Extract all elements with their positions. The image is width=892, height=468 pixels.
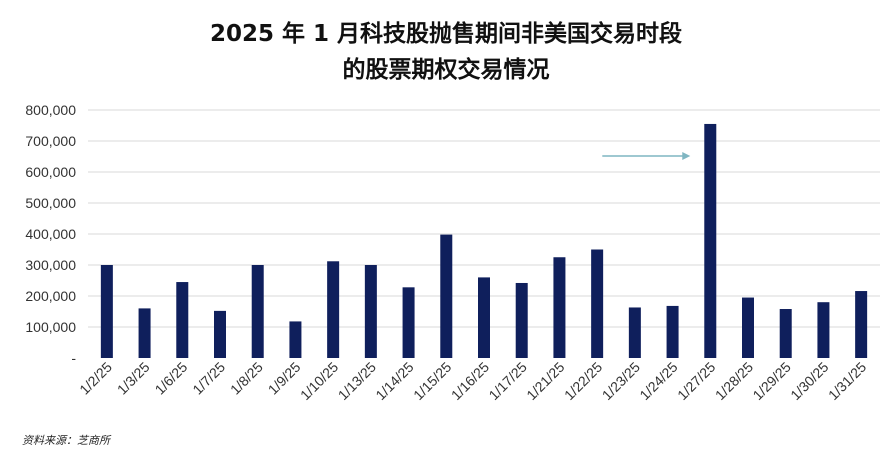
bar-1-8-25 xyxy=(251,265,264,358)
x-tick-label: 1/17/25 xyxy=(485,359,529,403)
bar-1-30-25 xyxy=(817,302,830,358)
bar-1-17-25 xyxy=(515,282,528,358)
bar-1-16-25 xyxy=(478,277,490,358)
x-tick-label: 1/24/25 xyxy=(636,359,680,403)
annotation-arrow xyxy=(602,152,691,160)
x-tick-label: 1/2/25 xyxy=(76,359,115,398)
bar-1-22-25 xyxy=(591,249,604,358)
x-tick-label: 1/27/25 xyxy=(674,359,718,403)
grid-lines xyxy=(88,109,880,328)
bar-1-13-25 xyxy=(364,265,377,358)
y-tick-label: - xyxy=(71,350,76,366)
arrow-head xyxy=(682,152,691,160)
y-axis-ticks: - 100,000 200,000 300,000 400,000 500,000 600,… xyxy=(25,102,76,366)
bar-1-23-25 xyxy=(628,307,641,358)
bar-1-6-25 xyxy=(176,282,189,358)
x-tick-label: 1/7/25 xyxy=(189,359,228,398)
x-tick-label: 1/23/25 xyxy=(599,359,643,403)
bar-1-3-25 xyxy=(138,308,151,358)
x-tick-label: 1/15/25 xyxy=(410,359,454,403)
bar-1-9-25 xyxy=(289,321,302,358)
x-tick-label: 1/22/25 xyxy=(561,359,605,403)
x-tick-label: 1/13/25 xyxy=(335,359,379,403)
bar-1-27-25 xyxy=(704,123,717,358)
y-tick-label: 200,000 xyxy=(25,288,76,304)
chart-title-line-1: 2025 年 1 月科技股抛售期间非美国交易时段 xyxy=(209,21,683,47)
y-tick-label: 700,000 xyxy=(25,133,76,149)
source-note: 资料来源：芝商所 xyxy=(22,434,110,447)
x-tick-label: 1/14/25 xyxy=(372,359,416,403)
bar-1-10-25 xyxy=(327,261,340,358)
x-axis-ticks: 1/2/251/3/251/6/251/7/251/8/251/9/251/10… xyxy=(76,359,869,403)
x-tick-label: 1/31/25 xyxy=(825,359,869,403)
bar-1-15-25 xyxy=(440,234,453,358)
x-tick-label: 1/3/25 xyxy=(114,359,153,398)
y-tick-label: 100,000 xyxy=(25,319,76,335)
y-tick-label: 400,000 xyxy=(25,226,76,242)
x-tick-label: 1/16/25 xyxy=(448,359,492,403)
bar-1-24-25 xyxy=(666,305,679,358)
y-tick-label: 300,000 xyxy=(25,257,76,273)
y-tick-label: 600,000 xyxy=(25,164,76,180)
chart-title-line-2: 的股票期权交易情况 xyxy=(342,57,550,83)
bar-1-7-25 xyxy=(214,310,226,358)
bar-1-2-25 xyxy=(100,265,113,358)
x-tick-label: 1/8/25 xyxy=(227,359,266,398)
y-tick-label: 500,000 xyxy=(25,195,76,211)
x-tick-label: 1/10/25 xyxy=(297,359,341,403)
x-tick-label: 1/29/25 xyxy=(749,359,793,403)
bar-1-28-25 xyxy=(742,297,754,358)
bar-1-21-25 xyxy=(553,257,566,358)
x-tick-label: 1/21/25 xyxy=(523,359,567,403)
bar-1-31-25 xyxy=(855,291,868,358)
bars xyxy=(100,123,868,358)
x-tick-label: 1/30/25 xyxy=(787,359,831,403)
bar-1-29-25 xyxy=(779,309,792,358)
x-tick-label: 1/28/25 xyxy=(712,359,756,403)
x-tick-label: 1/6/25 xyxy=(152,359,191,398)
y-tick-label: 800,000 xyxy=(25,102,76,118)
bar-1-14-25 xyxy=(402,287,415,358)
